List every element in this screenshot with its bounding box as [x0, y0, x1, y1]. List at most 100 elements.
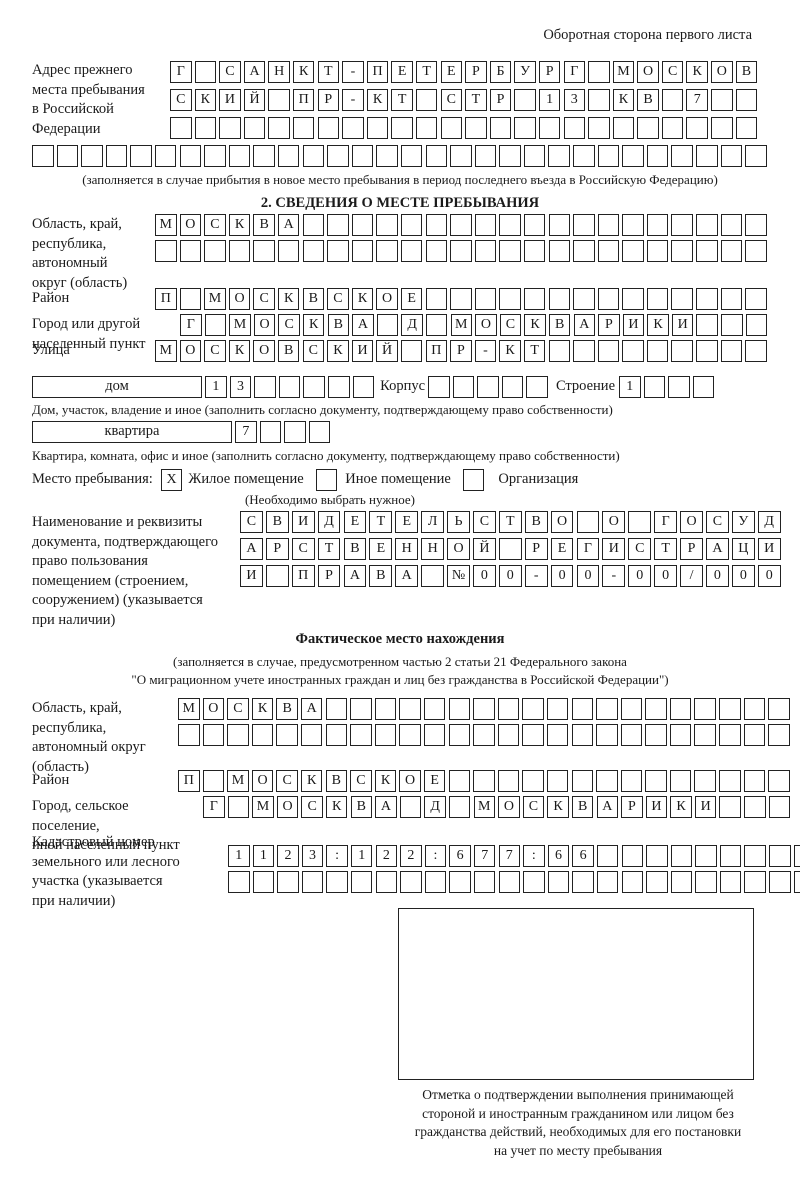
- char-cell[interactable]: В: [253, 214, 275, 236]
- char-cell[interactable]: [523, 288, 546, 310]
- char-cell[interactable]: [692, 376, 715, 398]
- char-cell[interactable]: С: [227, 698, 249, 720]
- char-cell[interactable]: [499, 288, 521, 310]
- char-cell[interactable]: [744, 845, 766, 867]
- char-cell[interactable]: Г: [576, 538, 600, 560]
- char-cell[interactable]: О: [711, 61, 733, 83]
- char-cell[interactable]: [768, 698, 790, 720]
- previous-address-row-4[interactable]: [32, 145, 767, 167]
- char-cell[interactable]: Й: [376, 340, 398, 362]
- char-cell[interactable]: Т: [391, 89, 413, 111]
- char-cell[interactable]: А: [573, 314, 595, 336]
- char-cell[interactable]: С: [350, 770, 372, 792]
- char-cell[interactable]: [473, 871, 496, 893]
- char-cell[interactable]: [326, 871, 348, 893]
- char-cell[interactable]: Е: [400, 288, 423, 310]
- char-cell[interactable]: [81, 145, 103, 167]
- char-cell[interactable]: Р: [317, 89, 340, 111]
- char-cell[interactable]: [308, 421, 331, 443]
- cadastral-row-2[interactable]: [228, 871, 800, 893]
- char-cell[interactable]: Е: [550, 538, 574, 560]
- char-cell[interactable]: С: [301, 796, 323, 818]
- char-cell[interactable]: [793, 871, 800, 893]
- char-cell[interactable]: Т: [415, 61, 438, 83]
- char-cell[interactable]: Й: [243, 89, 266, 111]
- char-cell[interactable]: [400, 340, 423, 362]
- char-cell[interactable]: Р: [621, 796, 643, 818]
- char-cell[interactable]: С: [253, 288, 275, 310]
- char-cell[interactable]: Д: [401, 314, 423, 336]
- char-cell[interactable]: [376, 240, 398, 262]
- char-cell[interactable]: Г: [180, 314, 202, 336]
- char-cell[interactable]: [745, 214, 767, 236]
- char-cell[interactable]: [450, 240, 472, 262]
- char-cell[interactable]: [548, 214, 570, 236]
- char-cell[interactable]: У: [731, 511, 755, 533]
- char-cell[interactable]: -: [602, 565, 626, 587]
- char-cell[interactable]: [694, 770, 716, 792]
- char-cell[interactable]: С: [522, 796, 545, 818]
- char-cell[interactable]: [499, 145, 521, 167]
- char-cell[interactable]: Р: [317, 565, 341, 587]
- char-cell[interactable]: [228, 145, 251, 167]
- char-cell[interactable]: [744, 796, 766, 818]
- char-cell[interactable]: К: [228, 340, 251, 362]
- char-cell[interactable]: 0: [550, 565, 574, 587]
- char-cell[interactable]: [425, 240, 448, 262]
- char-cell[interactable]: [745, 240, 767, 262]
- char-cell[interactable]: [399, 796, 422, 818]
- char-cell[interactable]: [696, 214, 718, 236]
- char-cell[interactable]: И: [671, 314, 694, 336]
- char-cell[interactable]: И: [602, 538, 626, 560]
- char-cell[interactable]: [301, 871, 324, 893]
- char-cell[interactable]: [646, 240, 669, 262]
- char-cell[interactable]: [179, 145, 202, 167]
- char-cell[interactable]: [522, 770, 544, 792]
- char-cell[interactable]: [620, 724, 643, 746]
- char-cell[interactable]: Н: [268, 61, 290, 83]
- char-cell[interactable]: И: [291, 511, 315, 533]
- char-cell[interactable]: П: [155, 288, 177, 310]
- char-cell[interactable]: [501, 376, 524, 398]
- char-cell[interactable]: [327, 240, 349, 262]
- char-cell[interactable]: [669, 770, 692, 792]
- char-cell[interactable]: [622, 145, 644, 167]
- char-cell[interactable]: 7: [686, 89, 708, 111]
- char-cell[interactable]: О: [228, 288, 251, 310]
- char-cell[interactable]: [204, 145, 226, 167]
- char-cell[interactable]: [668, 376, 690, 398]
- char-cell[interactable]: [686, 117, 708, 139]
- char-cell[interactable]: [243, 117, 266, 139]
- char-cell[interactable]: 3: [229, 376, 252, 398]
- char-cell[interactable]: К: [612, 89, 635, 111]
- char-cell[interactable]: [696, 288, 718, 310]
- char-cell[interactable]: С: [204, 214, 226, 236]
- char-cell[interactable]: К: [228, 214, 251, 236]
- char-cell[interactable]: [450, 288, 472, 310]
- char-cell[interactable]: [622, 288, 644, 310]
- char-cell[interactable]: [277, 871, 299, 893]
- char-cell[interactable]: [477, 376, 499, 398]
- char-cell[interactable]: О: [498, 796, 520, 818]
- char-cell[interactable]: Р: [465, 61, 487, 83]
- char-cell[interactable]: [497, 770, 520, 792]
- char-cell[interactable]: [474, 288, 497, 310]
- char-cell[interactable]: [498, 538, 522, 560]
- char-cell[interactable]: [448, 724, 471, 746]
- char-cell[interactable]: П: [425, 340, 448, 362]
- char-cell[interactable]: [573, 240, 595, 262]
- char-cell[interactable]: 0: [628, 565, 652, 587]
- char-cell[interactable]: К: [325, 796, 348, 818]
- char-cell[interactable]: [452, 376, 475, 398]
- char-cell[interactable]: [425, 314, 448, 336]
- char-cell[interactable]: [374, 724, 397, 746]
- char-cell[interactable]: 3: [563, 89, 585, 111]
- char-cell[interactable]: К: [194, 89, 217, 111]
- char-cell[interactable]: [428, 376, 450, 398]
- char-cell[interactable]: Е: [423, 770, 446, 792]
- char-cell[interactable]: [743, 698, 766, 720]
- char-cell[interactable]: [620, 698, 643, 720]
- char-cell[interactable]: Т: [317, 538, 341, 560]
